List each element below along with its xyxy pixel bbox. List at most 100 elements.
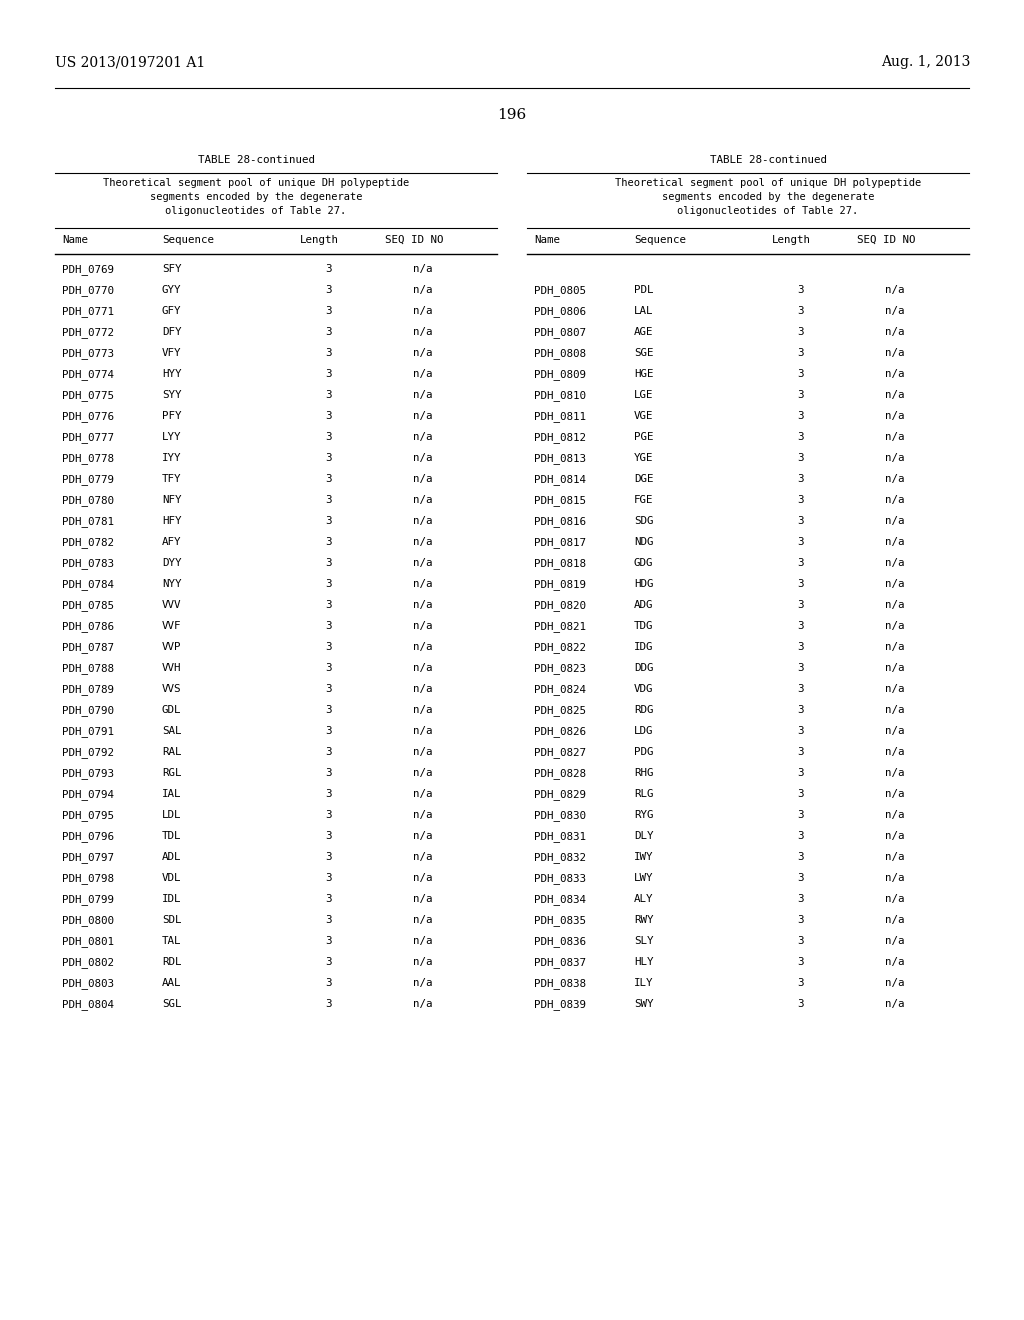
Text: YGE: YGE (634, 453, 653, 463)
Text: 3: 3 (325, 474, 331, 484)
Text: 3: 3 (325, 411, 331, 421)
Text: 3: 3 (325, 663, 331, 673)
Text: HDG: HDG (634, 579, 653, 589)
Text: VVF: VVF (162, 620, 181, 631)
Text: PDH_0821: PDH_0821 (534, 620, 586, 632)
Text: DYY: DYY (162, 558, 181, 568)
Text: PDH_0807: PDH_0807 (534, 327, 586, 338)
Text: RGL: RGL (162, 768, 181, 777)
Text: 3: 3 (325, 851, 331, 862)
Text: TABLE 28-continued: TABLE 28-continued (198, 154, 314, 165)
Text: PDH_0780: PDH_0780 (62, 495, 114, 506)
Text: PDH_0829: PDH_0829 (534, 789, 586, 800)
Text: Sequence: Sequence (162, 235, 214, 246)
Text: PDH_0790: PDH_0790 (62, 705, 114, 715)
Text: n/a: n/a (886, 894, 905, 904)
Text: ADG: ADG (634, 601, 653, 610)
Text: 3: 3 (797, 453, 803, 463)
Text: GYY: GYY (162, 285, 181, 294)
Text: 3: 3 (797, 537, 803, 546)
Text: US 2013/0197201 A1: US 2013/0197201 A1 (55, 55, 205, 69)
Text: PDH_0826: PDH_0826 (534, 726, 586, 737)
Text: IAL: IAL (162, 789, 181, 799)
Text: Aug. 1, 2013: Aug. 1, 2013 (881, 55, 970, 69)
Text: n/a: n/a (886, 620, 905, 631)
Text: 3: 3 (325, 957, 331, 968)
Text: 3: 3 (797, 474, 803, 484)
Text: 3: 3 (797, 768, 803, 777)
Text: n/a: n/a (886, 558, 905, 568)
Text: n/a: n/a (414, 516, 433, 525)
Text: GDL: GDL (162, 705, 181, 715)
Text: 3: 3 (797, 684, 803, 694)
Text: PDH_0776: PDH_0776 (62, 411, 114, 422)
Text: 3: 3 (797, 642, 803, 652)
Text: n/a: n/a (886, 411, 905, 421)
Text: PDL: PDL (634, 285, 653, 294)
Text: 3: 3 (325, 285, 331, 294)
Text: PDH_0823: PDH_0823 (534, 663, 586, 675)
Text: n/a: n/a (414, 558, 433, 568)
Text: HGE: HGE (634, 370, 653, 379)
Text: n/a: n/a (886, 999, 905, 1008)
Text: PDH_0833: PDH_0833 (534, 873, 586, 884)
Text: 3: 3 (797, 894, 803, 904)
Text: TAL: TAL (162, 936, 181, 946)
Text: VDG: VDG (634, 684, 653, 694)
Text: 3: 3 (325, 389, 331, 400)
Text: PDH_0804: PDH_0804 (62, 999, 114, 1010)
Text: PDH_0811: PDH_0811 (534, 411, 586, 422)
Text: n/a: n/a (886, 832, 905, 841)
Text: PDH_0792: PDH_0792 (62, 747, 114, 758)
Text: SDG: SDG (634, 516, 653, 525)
Text: PDH_0769: PDH_0769 (62, 264, 114, 275)
Text: PDH_0825: PDH_0825 (534, 705, 586, 715)
Text: PDH_0805: PDH_0805 (534, 285, 586, 296)
Text: IYY: IYY (162, 453, 181, 463)
Text: n/a: n/a (414, 726, 433, 737)
Text: VDL: VDL (162, 873, 181, 883)
Text: PDH_0819: PDH_0819 (534, 579, 586, 590)
Text: SWY: SWY (634, 999, 653, 1008)
Text: PDH_0812: PDH_0812 (534, 432, 586, 444)
Text: 3: 3 (325, 999, 331, 1008)
Text: n/a: n/a (886, 768, 905, 777)
Text: n/a: n/a (886, 601, 905, 610)
Text: n/a: n/a (414, 999, 433, 1008)
Text: PDH_0784: PDH_0784 (62, 579, 114, 590)
Text: DLY: DLY (634, 832, 653, 841)
Text: IWY: IWY (634, 851, 653, 862)
Text: n/a: n/a (886, 495, 905, 506)
Text: n/a: n/a (414, 537, 433, 546)
Text: 3: 3 (797, 620, 803, 631)
Text: 3: 3 (325, 873, 331, 883)
Text: LYY: LYY (162, 432, 181, 442)
Text: RDL: RDL (162, 957, 181, 968)
Text: PDH_0809: PDH_0809 (534, 370, 586, 380)
Text: n/a: n/a (886, 306, 905, 315)
Text: TDG: TDG (634, 620, 653, 631)
Text: 3: 3 (797, 285, 803, 294)
Text: AAL: AAL (162, 978, 181, 987)
Text: 3: 3 (797, 978, 803, 987)
Text: 3: 3 (797, 957, 803, 968)
Text: PDH_0787: PDH_0787 (62, 642, 114, 653)
Text: n/a: n/a (414, 642, 433, 652)
Text: NYY: NYY (162, 579, 181, 589)
Text: PDH_0782: PDH_0782 (62, 537, 114, 548)
Text: n/a: n/a (414, 306, 433, 315)
Text: 3: 3 (325, 789, 331, 799)
Text: RWY: RWY (634, 915, 653, 925)
Text: 3: 3 (797, 936, 803, 946)
Text: GDG: GDG (634, 558, 653, 568)
Text: 3: 3 (797, 558, 803, 568)
Text: FGE: FGE (634, 495, 653, 506)
Text: PDH_0788: PDH_0788 (62, 663, 114, 675)
Text: HFY: HFY (162, 516, 181, 525)
Text: n/a: n/a (886, 915, 905, 925)
Text: 3: 3 (797, 327, 803, 337)
Text: Name: Name (62, 235, 88, 246)
Text: PDH_0827: PDH_0827 (534, 747, 586, 758)
Text: n/a: n/a (886, 936, 905, 946)
Text: n/a: n/a (414, 768, 433, 777)
